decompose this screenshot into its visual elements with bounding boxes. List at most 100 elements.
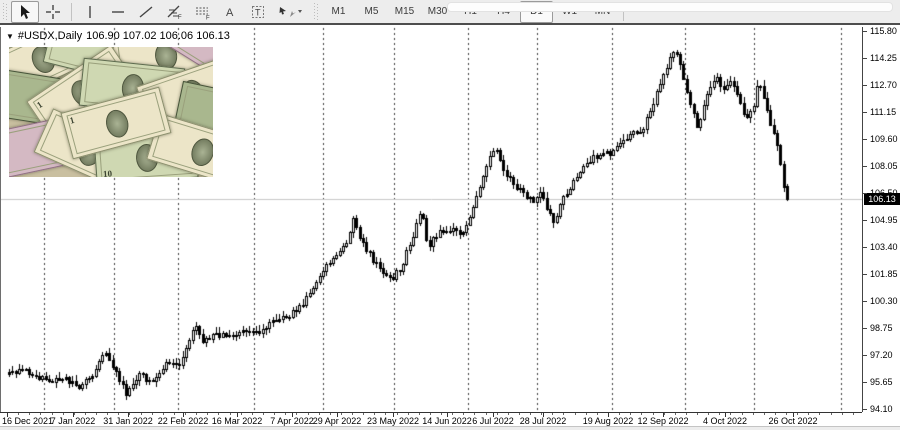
time-axis-minor-tick <box>85 413 86 415</box>
time-axis-minor-tick <box>230 413 231 415</box>
time-axis-minor-tick <box>430 413 431 415</box>
vertical-line-tool-button[interactable] <box>76 1 104 23</box>
horizontal-line-tool-button[interactable] <box>104 1 132 23</box>
time-axis-minor-tick <box>296 413 297 415</box>
toolbar-drag-handle[interactable] <box>3 2 8 21</box>
price-axis-tick <box>863 193 867 194</box>
fibo-retracement-icon: F <box>167 5 182 20</box>
time-axis-tick <box>493 413 494 417</box>
bottom-panel-edge <box>0 426 900 430</box>
dollar-bills-image: 1 5 10 1 <box>9 47 213 177</box>
price-axis-tick <box>863 139 867 140</box>
price-axis-tick <box>863 301 867 302</box>
timeframe-button-m15[interactable]: M15 <box>394 6 415 17</box>
price-axis-tick <box>863 409 867 410</box>
chart-symbol-period: #USDX,Daily <box>17 30 83 42</box>
time-axis-minor-tick <box>552 413 553 415</box>
price-axis-label: 109.60 <box>870 134 898 144</box>
toolbar-highlight <box>447 2 893 12</box>
time-axis-minor-tick <box>619 413 620 415</box>
price-axis-label: 100.30 <box>870 296 898 306</box>
time-axis-label: 6 Jul 2022 <box>472 416 514 426</box>
time-axis-minor-tick <box>274 413 275 415</box>
current-price-tag: 106.13 <box>864 193 900 205</box>
fibo-levels-tool-button[interactable]: F <box>188 1 216 23</box>
time-axis-minor-tick <box>675 413 676 415</box>
time-axis-minor-tick <box>441 413 442 415</box>
time-axis-label: 7 Apr 2022 <box>270 416 314 426</box>
time-axis-minor-tick <box>730 413 731 415</box>
time-axis-tick <box>73 413 74 417</box>
time-axis-minor-tick <box>252 413 253 415</box>
timeframe-toolbar-drag-handle[interactable] <box>314 2 319 21</box>
time-axis-tick <box>543 413 544 417</box>
time-axis-minor-tick <box>319 413 320 415</box>
price-axis-tick <box>863 31 867 32</box>
time-axis-minor-tick <box>152 413 153 415</box>
horizontal-line-icon <box>112 10 124 13</box>
time-axis-minor-tick <box>218 413 219 415</box>
arrows-tool-button[interactable] <box>272 1 308 23</box>
svg-text:F: F <box>178 15 182 20</box>
time-axis-minor-tick <box>397 413 398 415</box>
svg-text:F: F <box>206 15 210 20</box>
time-axis-minor-tick <box>18 413 19 415</box>
time-axis-minor-tick <box>385 413 386 415</box>
timeframe-button-m30[interactable]: M30 <box>427 6 448 17</box>
price-axis-tick <box>863 112 867 113</box>
toolbar: F F A T <box>0 0 900 25</box>
time-axis-label: 29 Apr 2022 <box>312 416 362 426</box>
time-axis-label: 31 Jan 2022 <box>103 416 153 426</box>
price-axis-label: 98.75 <box>870 323 893 333</box>
price-axis-label: 94.10 <box>870 404 893 414</box>
time-axis-minor-tick <box>163 413 164 415</box>
text-label-tool-button[interactable]: T <box>244 1 272 23</box>
time-axis-tick <box>725 413 726 417</box>
chart-title[interactable]: ▼ #USDX,Daily 106.90 107.02 106.06 106.1… <box>6 30 230 42</box>
price-axis-tick <box>863 166 867 167</box>
time-axis-minor-tick <box>753 413 754 415</box>
time-axis-tick <box>237 413 238 417</box>
arrows-icon <box>279 6 302 17</box>
price-axis-tick <box>863 58 867 59</box>
price-axis-label: 106.50 <box>870 188 898 198</box>
crosshair-tool-button[interactable] <box>39 1 67 23</box>
fibo-retracement-tool-button[interactable]: F <box>160 1 188 23</box>
time-axis-minor-tick <box>29 413 30 415</box>
chart-area[interactable]: ▼ #USDX,Daily 106.90 107.02 106.06 106.1… <box>0 27 862 412</box>
svg-text:T: T <box>255 7 261 17</box>
time-axis-minor-tick <box>853 413 854 415</box>
time-axis-label: 16 Mar 2022 <box>211 416 263 426</box>
time-axis-minor-tick <box>174 413 175 415</box>
time-axis-minor-tick <box>819 413 820 415</box>
time-axis-minor-tick <box>107 413 108 415</box>
time-axis-minor-tick <box>207 413 208 415</box>
timeframe-button-m5[interactable]: M5 <box>364 6 379 17</box>
price-axis-label: 111.15 <box>870 107 897 117</box>
time-axis-tick <box>447 413 448 417</box>
time-axis-minor-tick <box>241 413 242 415</box>
crosshair-icon <box>46 4 60 19</box>
time-axis-minor-tick <box>196 413 197 415</box>
time-axis-minor-tick <box>653 413 654 415</box>
text-tool-button[interactable]: A <box>216 1 244 23</box>
price-axis-tick <box>863 328 867 329</box>
price-axis-label: 112.70 <box>870 80 897 90</box>
time-axis-minor-tick <box>664 413 665 415</box>
time-axis-minor-tick <box>96 413 97 415</box>
time-axis[interactable]: 16 Dec 2021 7 Jan 2022 31 Jan 2022 22 Feb 2… <box>0 412 862 426</box>
time-axis-minor-tick <box>797 413 798 415</box>
time-axis-label: 23 May 2022 <box>366 416 420 426</box>
price-axis[interactable]: 106.13 115.80 114.25 112.70 111.15 109.60 108… <box>862 26 900 414</box>
time-axis-minor-tick <box>530 413 531 415</box>
price-axis-tick <box>863 382 867 383</box>
time-axis-minor-tick <box>352 413 353 415</box>
cursor-tool-button[interactable] <box>11 0 39 23</box>
trendline-tool-button[interactable] <box>132 1 160 23</box>
chevron-down-icon[interactable]: ▼ <box>6 31 14 41</box>
timeframe-button-m1[interactable]: M1 <box>331 6 346 17</box>
time-axis-minor-tick <box>63 413 64 415</box>
time-axis-minor-tick <box>341 413 342 415</box>
time-axis-tick <box>337 413 338 417</box>
time-axis-label: 22 Feb 2022 <box>157 416 209 426</box>
